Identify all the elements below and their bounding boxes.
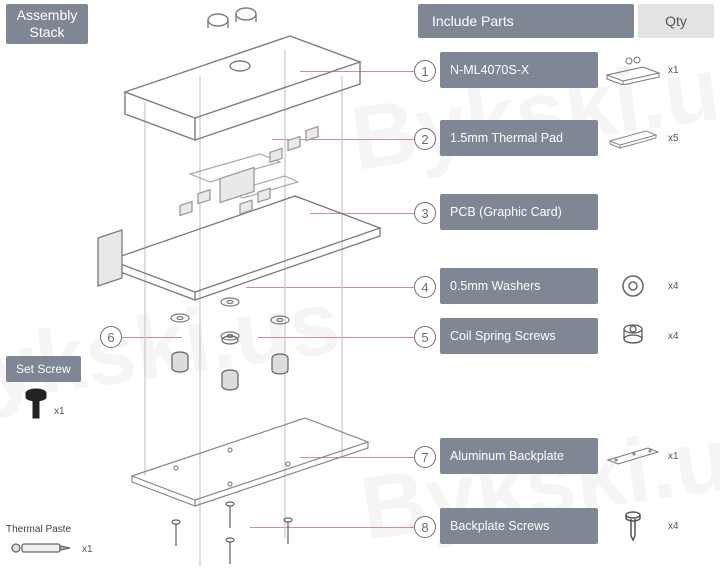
setscrew-tab: Set Screw [6,356,81,382]
part-row: N-ML4070S-X x1 [440,52,710,88]
part-row: PCB (Graphic Card) [440,194,710,230]
part-row: 1.5mm Thermal Pad x5 [440,120,710,156]
waterblock-icon [598,52,668,88]
part-label: Aluminum Backplate [440,438,598,474]
part-label: Coil Spring Screws [440,318,598,354]
part-qty: x1 [668,65,692,76]
thermalpaste-qty: x1 [82,544,93,555]
exploded-diagram [80,6,410,566]
part-label: N-ML4070S-X [440,52,598,88]
thermalpaste-icon [8,538,78,558]
callout-number: 2 [414,128,436,150]
thermalpaste-label: Thermal Paste [6,524,71,535]
coilspring-screw-icon [598,318,668,354]
part-label: 0.5mm Washers [440,268,598,304]
callout-number: 7 [414,446,436,468]
assembly-stack-tab: Assembly Stack [6,4,88,44]
backplate-icon [598,438,668,474]
include-parts-tab: Include Parts [418,4,634,38]
part-row: Backplate Screws x4 [440,508,710,544]
screw-icon [598,508,668,544]
part-qty: x4 [668,281,692,292]
part-qty: x4 [668,521,692,532]
part-label: 1.5mm Thermal Pad [440,120,598,156]
washer-icon [598,268,668,304]
callout-number: 5 [414,326,436,348]
setscrew-qty: x1 [54,406,65,417]
callout-number: 1 [414,60,436,82]
part-qty: x4 [668,331,692,342]
part-row: 0.5mm Washers x4 [440,268,710,304]
callout-number: 4 [414,276,436,298]
part-row: Coil Spring Screws x4 [440,318,710,354]
qty-tab: Qty [638,4,714,38]
callout-number: 8 [414,516,436,538]
thermal-pad-icon [598,120,668,156]
part-row: Aluminum Backplate x1 [440,438,710,474]
part-qty: x5 [668,133,692,144]
setscrew-icon [22,388,50,422]
part-label: Backplate Screws [440,508,598,544]
callout-number: 3 [414,202,436,224]
part-qty: x1 [668,451,692,462]
part-label: PCB (Graphic Card) [440,194,598,230]
